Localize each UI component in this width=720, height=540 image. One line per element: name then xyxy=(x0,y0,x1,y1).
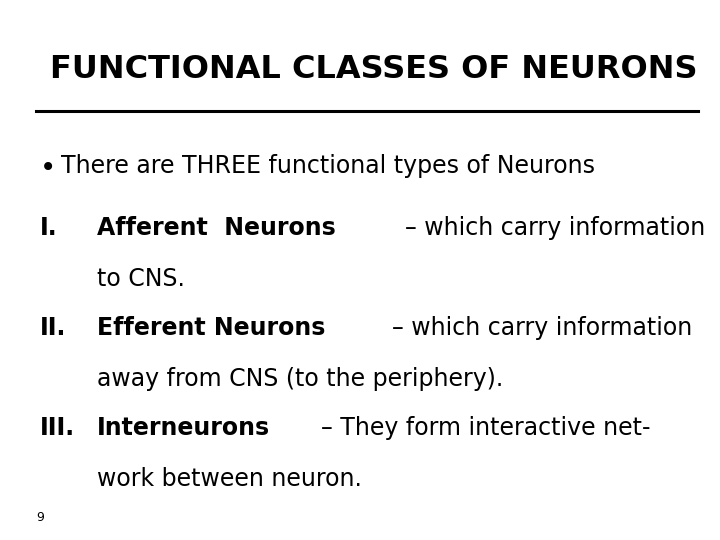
Text: 9: 9 xyxy=(36,511,44,524)
Text: FUNCTIONAL CLASSES OF NEURONS: FUNCTIONAL CLASSES OF NEURONS xyxy=(50,54,698,85)
Text: to CNS.: to CNS. xyxy=(97,267,185,291)
Text: – They form interactive net-: – They form interactive net- xyxy=(320,416,650,440)
Text: Interneurons: Interneurons xyxy=(97,416,270,440)
Text: away from CNS (to the periphery).: away from CNS (to the periphery). xyxy=(97,367,503,391)
Text: III.: III. xyxy=(40,416,75,440)
Text: work between neuron.: work between neuron. xyxy=(97,467,362,491)
Text: II.: II. xyxy=(40,316,66,340)
Text: There are THREE functional types of Neurons: There are THREE functional types of Neur… xyxy=(61,154,595,178)
Text: I.: I. xyxy=(40,216,57,240)
Text: Afferent  Neurons: Afferent Neurons xyxy=(97,216,336,240)
Text: – which carry information: – which carry information xyxy=(405,216,706,240)
Text: – which carry information: – which carry information xyxy=(392,316,692,340)
Text: •: • xyxy=(40,154,56,182)
Text: Efferent Neurons: Efferent Neurons xyxy=(97,316,325,340)
